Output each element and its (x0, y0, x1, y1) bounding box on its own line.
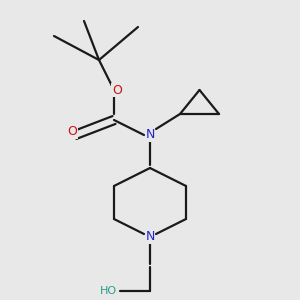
Text: N: N (145, 128, 155, 142)
Text: O: O (112, 83, 122, 97)
Text: N: N (145, 230, 155, 244)
Text: HO: HO (99, 286, 117, 296)
Text: O: O (67, 125, 77, 139)
